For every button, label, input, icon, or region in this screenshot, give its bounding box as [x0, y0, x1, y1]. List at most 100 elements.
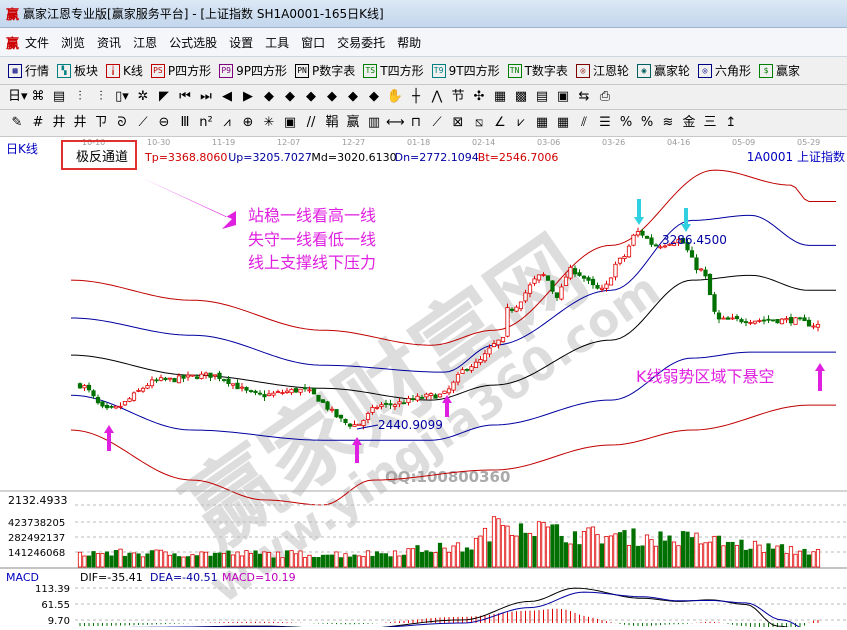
span-icon[interactable]: ⟷ — [386, 115, 405, 130]
pen-icon[interactable]: ✎ — [11, 115, 23, 130]
chart-type-icon[interactable]: ⌘ — [31, 89, 45, 104]
export-icon[interactable]: ⎙ — [599, 89, 611, 104]
right-icon[interactable]: ▶ — [243, 89, 253, 104]
gann-square-icon[interactable]: ⧅ — [474, 115, 484, 130]
toolbar-button-winner-wheel[interactable]: ◉ 赢家轮 — [636, 62, 690, 79]
angle-icon[interactable]: ∠ — [494, 115, 506, 130]
last-icon[interactable]: ⏭ — [200, 89, 212, 104]
menu-item[interactable]: 帮助 — [397, 35, 422, 50]
candle-body — [788, 317, 794, 324]
menu-item[interactable]: 工具 — [265, 35, 290, 50]
save-icon[interactable]: ▣ — [556, 89, 570, 104]
notes-icon[interactable]: ▤ — [535, 89, 549, 104]
toolbar-button-gann-wheel[interactable]: ◎ 江恩轮 — [575, 62, 629, 79]
calendar-icon[interactable]: ▦ — [493, 89, 507, 104]
toolbar-button-kline[interactable]: ╽ K线 — [106, 62, 143, 79]
menu-item[interactable]: 交易委托 — [337, 35, 386, 50]
toolbar-button-blocks[interactable]: ▚ 板块 — [57, 62, 98, 79]
toolbar-button-t9[interactable]: T9 9T四方形 — [431, 62, 500, 79]
table2-icon[interactable]: ☰ — [599, 115, 611, 130]
node-icon[interactable]: 节 — [451, 89, 465, 104]
pattern-icon[interactable]: ✲ — [137, 89, 149, 104]
toolbar-button-table[interactable]: ▦ 行情 — [8, 62, 49, 79]
cycle-icon[interactable]: ✣ — [473, 89, 485, 104]
diamond-out-icon[interactable]: ◆ — [348, 89, 358, 104]
indicator2-icon[interactable]: ⫶ — [99, 89, 103, 104]
target-icon[interactable]: ⊕ — [242, 115, 254, 130]
gann-icon[interactable]: 鞙 — [325, 115, 339, 130]
gann-fan-icon[interactable]: ⟋ — [432, 115, 442, 130]
toolbar-button-ts[interactable]: TS T四方形 — [363, 62, 424, 79]
grid-icon[interactable]: # — [32, 115, 44, 130]
gann-box-icon[interactable]: ⊠ — [452, 115, 464, 130]
rect-icon[interactable]: ⊓ — [410, 115, 422, 130]
candle-icon[interactable]: ▯▾ — [115, 89, 129, 104]
candle-body — [410, 398, 416, 400]
toolbar-button-p9[interactable]: P9 9P四方形 — [219, 62, 287, 79]
menu-item[interactable]: 窗口 — [301, 35, 326, 50]
kline-chart[interactable]: 赢家财富网 www.yingjia360.com QQ:100800360 10… — [0, 137, 847, 630]
triangle-flag-icon[interactable]: ◤ — [159, 89, 169, 104]
toolbar-button-pn[interactable]: PN P数字表 — [295, 62, 355, 79]
toolbar-button-dollar[interactable]: $ 赢家 — [758, 62, 800, 79]
volume-bar — [190, 554, 195, 568]
menu-item[interactable]: 资讯 — [97, 35, 122, 50]
toolbar-button-tn[interactable]: TN T数字表 — [507, 62, 568, 79]
candle-body — [766, 318, 771, 321]
ruler-icon[interactable]: ▥ — [367, 115, 381, 130]
line-icon[interactable]: ⋀ — [431, 89, 443, 104]
diamond-in-icon[interactable]: ◆ — [327, 89, 337, 104]
candle-body — [392, 404, 398, 407]
hand-icon[interactable]: ✋ — [386, 89, 404, 104]
diamond-all-icon[interactable]: ◆ — [369, 89, 379, 104]
diamond-up-icon[interactable]: ◆ — [306, 89, 316, 104]
indicator-icon[interactable]: ⫶ — [78, 89, 82, 104]
gold2-icon[interactable]: 井 — [73, 115, 87, 130]
winner-icon[interactable]: 赢 — [346, 115, 360, 130]
marker-icon[interactable]: ⟋ — [138, 115, 148, 130]
diamond-left-icon[interactable]: ◆ — [264, 89, 274, 104]
period-day-icon[interactable]: 日▾ — [8, 89, 28, 104]
grid-box2-icon[interactable]: ▦ — [556, 115, 570, 130]
candle-body — [811, 325, 816, 328]
fan-icon[interactable]: ⩘ — [223, 115, 231, 130]
wave-icon[interactable]: ⩗ — [517, 115, 525, 130]
doc-icon[interactable]: ▤ — [52, 89, 66, 104]
transfer-icon[interactable]: ⇆ — [578, 89, 590, 104]
toolbar-button-hexagon[interactable]: ◎ 六角形 — [697, 62, 751, 79]
slash-icon[interactable]: ⫽ — [581, 115, 587, 130]
gold-lines-icon[interactable]: 三 — [703, 115, 717, 130]
indicator-name[interactable]: 极反通道 — [76, 150, 128, 165]
candle-body — [190, 374, 195, 377]
crosshair-icon[interactable]: ┼ — [412, 89, 420, 104]
percent-icon[interactable]: % — [640, 115, 654, 130]
n2-icon[interactable]: n² — [199, 115, 213, 130]
candle-body — [689, 250, 695, 258]
calculator-icon[interactable]: ▩ — [514, 89, 528, 104]
parallel-icon[interactable]: // — [306, 115, 316, 130]
candle-body — [91, 390, 96, 397]
chart-canvas[interactable]: 赢家财富网 www.yingjia360.com QQ:100800360 10… — [0, 137, 847, 630]
percent-line-icon[interactable]: % — [619, 115, 633, 130]
menu-item[interactable]: 公式选股 — [169, 35, 218, 50]
menu-item[interactable]: 设置 — [229, 35, 254, 50]
menu-item[interactable]: 文件 — [25, 35, 50, 50]
candles — [77, 227, 821, 430]
left-icon[interactable]: ◀ — [222, 89, 232, 104]
first-icon[interactable]: ⏮ — [179, 89, 191, 104]
gold-coin-icon[interactable]: 金 — [682, 115, 696, 130]
toolbar-button-ps[interactable]: PS P四方形 — [150, 62, 211, 79]
diamond-right-icon[interactable]: ◆ — [285, 89, 295, 104]
circle-icon[interactable]: ⊖ — [158, 115, 170, 130]
menu-item[interactable]: 浏览 — [61, 35, 86, 50]
spiral-icon[interactable]: ᘐ — [117, 115, 127, 130]
fork-icon[interactable]: ㄗ — [94, 115, 108, 130]
arrow-up-icon[interactable]: ↥ — [725, 115, 737, 130]
box-icon[interactable]: ▣ — [283, 115, 297, 130]
asterisk-icon[interactable]: ✳ — [263, 115, 275, 130]
bars-icon[interactable]: Ⅲ — [180, 115, 190, 130]
percent-red-icon[interactable]: ≋ — [662, 115, 674, 130]
gold-icon[interactable]: 井 — [52, 115, 66, 130]
grid-box-icon[interactable]: ▦ — [535, 115, 549, 130]
menu-item[interactable]: 江恩 — [133, 35, 158, 50]
